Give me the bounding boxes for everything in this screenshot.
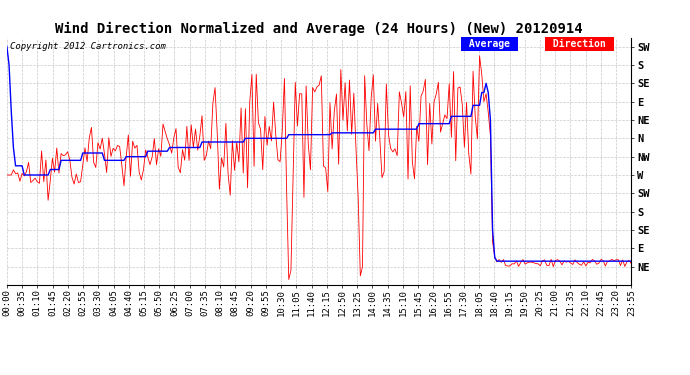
Title: Wind Direction Normalized and Average (24 Hours) (New) 20120914: Wind Direction Normalized and Average (2…	[55, 22, 583, 36]
Text: Direction: Direction	[547, 39, 611, 49]
Text: Average: Average	[463, 39, 515, 49]
Text: Copyright 2012 Cartronics.com: Copyright 2012 Cartronics.com	[10, 42, 166, 51]
